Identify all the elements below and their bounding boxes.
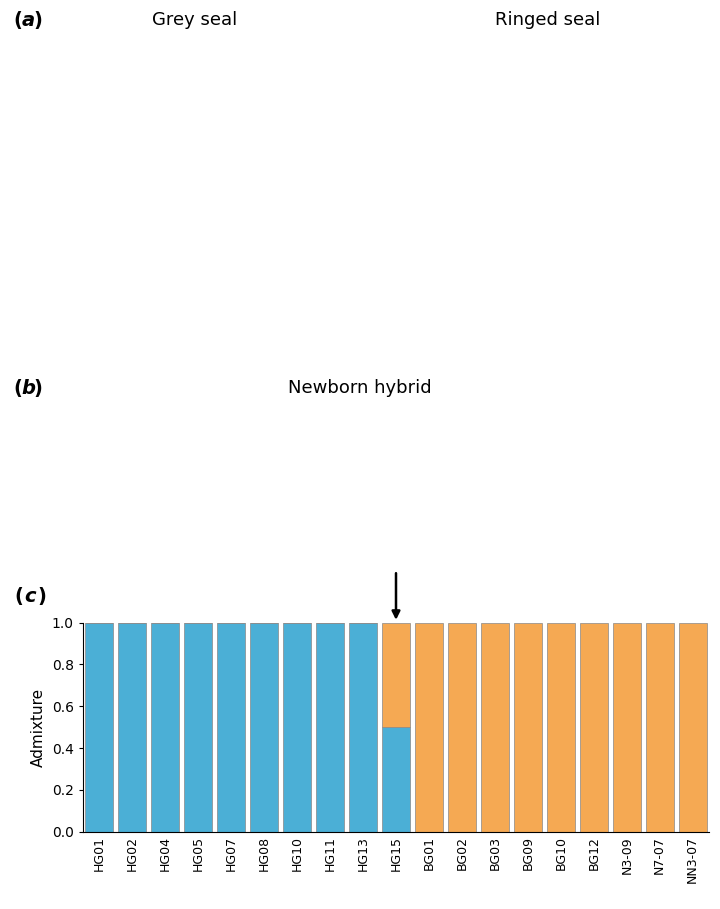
Bar <box>217 623 246 832</box>
Text: ): ) <box>33 379 42 398</box>
Bar <box>415 623 443 832</box>
Bar <box>382 727 410 832</box>
Bar <box>118 623 146 832</box>
Bar <box>184 623 212 832</box>
Text: (: ( <box>13 11 22 30</box>
Bar <box>382 623 410 727</box>
Text: Newborn hybrid: Newborn hybrid <box>288 379 432 397</box>
Bar <box>580 623 608 832</box>
Bar <box>85 623 113 832</box>
Bar <box>481 623 509 832</box>
Bar <box>546 623 575 832</box>
Text: a: a <box>22 11 35 30</box>
Bar <box>250 623 278 832</box>
Text: ): ) <box>37 587 47 606</box>
Text: (: ( <box>13 379 22 398</box>
Y-axis label: Admixture: Admixture <box>31 687 46 767</box>
Bar <box>514 623 542 832</box>
Bar <box>646 623 674 832</box>
Text: c: c <box>24 587 36 606</box>
Text: b: b <box>22 379 35 398</box>
Bar <box>316 623 344 832</box>
Bar <box>151 623 179 832</box>
Text: (: ( <box>14 587 23 606</box>
Bar <box>679 623 707 832</box>
Text: ): ) <box>33 11 42 30</box>
Bar <box>613 623 641 832</box>
Bar <box>448 623 476 832</box>
Text: Grey seal: Grey seal <box>152 11 237 29</box>
Bar <box>283 623 311 832</box>
Text: Ringed seal: Ringed seal <box>495 11 600 29</box>
Bar <box>349 623 377 832</box>
